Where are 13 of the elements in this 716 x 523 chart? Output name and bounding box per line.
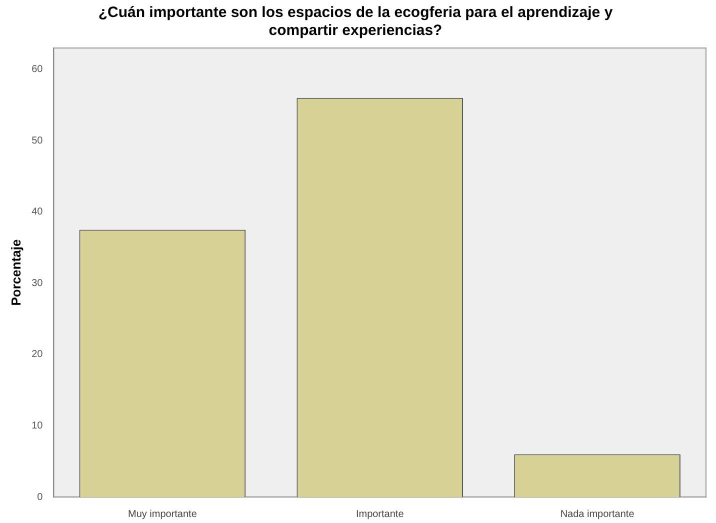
y-axis-title: Porcentaje xyxy=(8,239,24,306)
y-tick-label: 0 xyxy=(37,492,44,503)
y-tick-label: 50 xyxy=(32,135,44,146)
y-tick-label: 40 xyxy=(32,206,44,218)
text: compartir experiencias? xyxy=(268,22,442,40)
x-tick-label: Nada importante xyxy=(560,508,635,520)
y-tick-label: 20 xyxy=(32,349,44,360)
x-tick-label: Importante xyxy=(356,508,404,520)
x-tick-label: Muy importante xyxy=(128,508,198,520)
y-tick-label: 10 xyxy=(32,420,44,432)
text: ¿Cuán importante son los espacios de la ecogferia para el aprendizaje y xyxy=(98,4,613,22)
y-tick-label: 60 xyxy=(32,64,44,76)
y-tick-label: 30 xyxy=(32,278,44,289)
